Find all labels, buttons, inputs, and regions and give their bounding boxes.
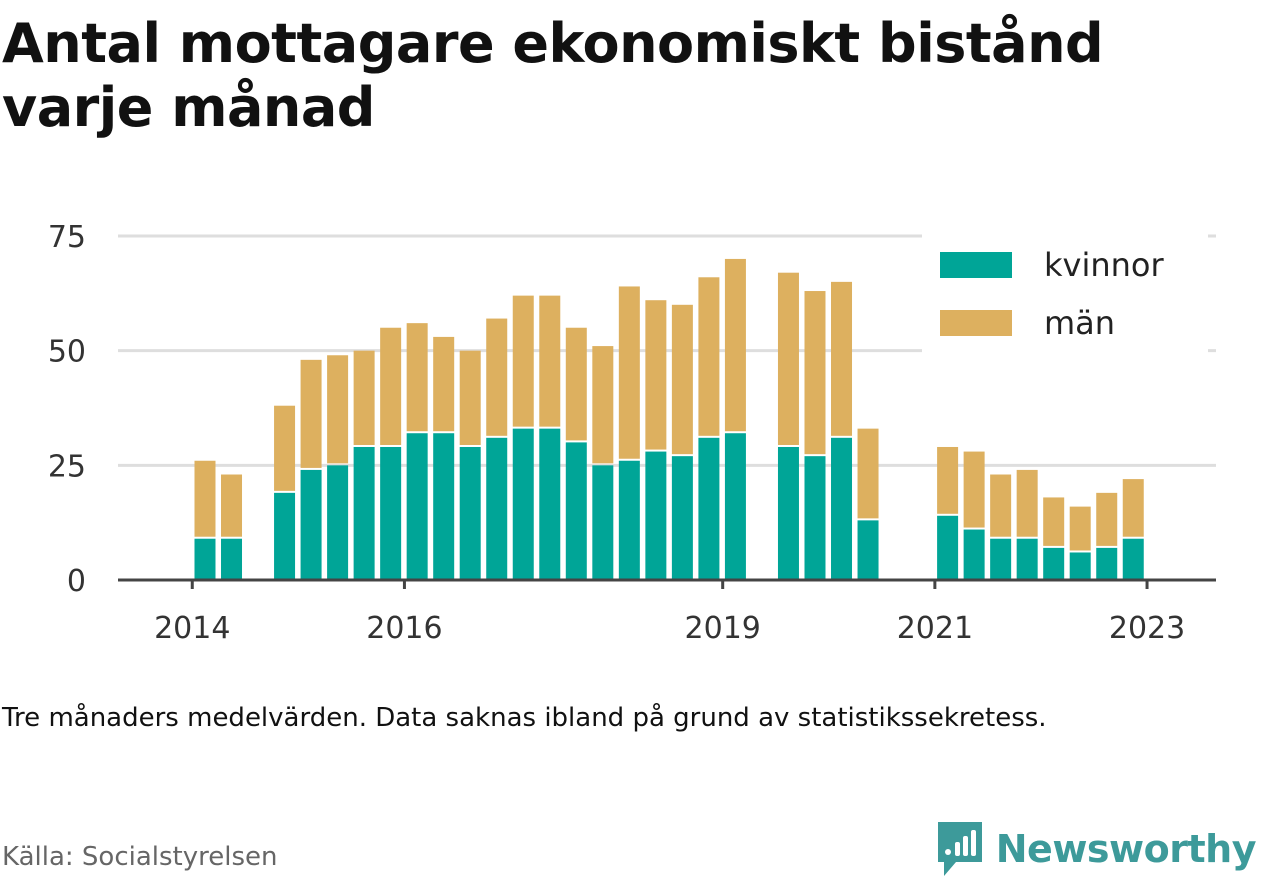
x-tick-label: 2014 [154,611,230,646]
bar-man [671,304,693,455]
legend-swatch [940,310,1012,336]
axes: 0 25 50 75 2014 2016 2019 2021 2023 [48,220,1216,646]
bar-kvinnor [1069,552,1091,580]
brand-name: Newsworthy [995,827,1257,871]
bar-kvinnor [406,433,428,580]
bar-man [1122,479,1144,537]
bar-man [857,428,879,519]
bar-kvinnor [937,515,959,580]
bar-kvinnor [565,442,587,580]
bar-man [221,474,243,537]
x-tick-label: 2023 [1109,611,1185,646]
bar-kvinnor [990,538,1012,580]
bar-man [592,346,614,464]
legend-label: kvinnor [1044,246,1165,284]
bar-man [831,281,853,436]
bar-kvinnor [804,456,826,580]
bar-kvinnor [274,492,296,580]
chart-title: Antal mottagare ekonomiskt bistånd varje… [2,12,1104,139]
bar-kvinnor [777,446,799,580]
y-tick-label: 50 [48,335,86,370]
bar-man [724,258,746,432]
bar-man [990,474,1012,537]
bar-kvinnor [1096,547,1118,580]
legend-swatch [940,252,1012,278]
bars [194,258,1144,580]
y-tick-label: 25 [48,449,86,484]
bar-kvinnor [433,433,455,580]
bar-kvinnor [618,460,640,580]
bar-man [1096,492,1118,546]
bar-kvinnor [512,428,534,580]
x-tick-label: 2019 [685,611,761,646]
bar-kvinnor [300,469,322,580]
bar-man [512,295,534,427]
bar-man [565,327,587,441]
source-note: Källa: Socialstyrelsen [2,842,278,872]
bar-kvinnor [459,446,481,580]
bar-kvinnor [645,451,667,580]
bar-kvinnor [724,433,746,580]
chart-subtitle: Tre månaders medelvärden. Data saknas ib… [2,703,1047,733]
bar-man [274,405,296,491]
bar-man [194,460,216,537]
bar-man [353,350,375,445]
bar-man [698,277,720,436]
bar-man [1016,469,1038,537]
y-tick-label: 75 [48,220,86,255]
bar-man [327,355,349,464]
bar-kvinnor [1016,538,1038,580]
bar-man [486,318,508,436]
bar-man [777,272,799,445]
x-tick-label: 2016 [366,611,442,646]
bar-man [539,295,561,427]
bar-kvinnor [353,446,375,580]
bar-man [618,286,640,459]
bar-man [433,336,455,432]
bar-kvinnor [486,437,508,580]
bar-kvinnor [380,446,402,580]
bar-kvinnor [327,465,349,580]
bar-kvinnor [698,437,720,580]
legend: kvinnor män [922,228,1208,356]
bar-man [459,350,481,445]
bar-kvinnor [221,538,243,580]
bar-kvinnor [592,465,614,580]
stacked-bar-chart: 0 25 50 75 2014 2016 2019 2021 2023 kvinnor män [48,220,1216,646]
bar-kvinnor [1122,538,1144,580]
bar-kvinnor [194,538,216,580]
bar-kvinnor [539,428,561,580]
bar-kvinnor [831,437,853,580]
bar-man [1043,497,1065,546]
bar-kvinnor [1043,547,1065,580]
bar-man [380,327,402,445]
bar-man [645,300,667,450]
bar-man [963,451,985,528]
bar-man [804,291,826,455]
bar-kvinnor [963,529,985,580]
bar-kvinnor [857,520,879,580]
bar-man [937,446,959,514]
bar-kvinnor [671,456,693,580]
bar-man [406,323,428,432]
newsworthy-logo-icon [937,822,982,876]
legend-label: män [1044,304,1115,342]
y-tick-label: 0 [67,564,86,599]
bar-man [300,359,322,468]
x-tick-label: 2021 [897,611,973,646]
brand-logo: Newsworthy [934,818,1257,880]
bar-man [1069,506,1091,551]
